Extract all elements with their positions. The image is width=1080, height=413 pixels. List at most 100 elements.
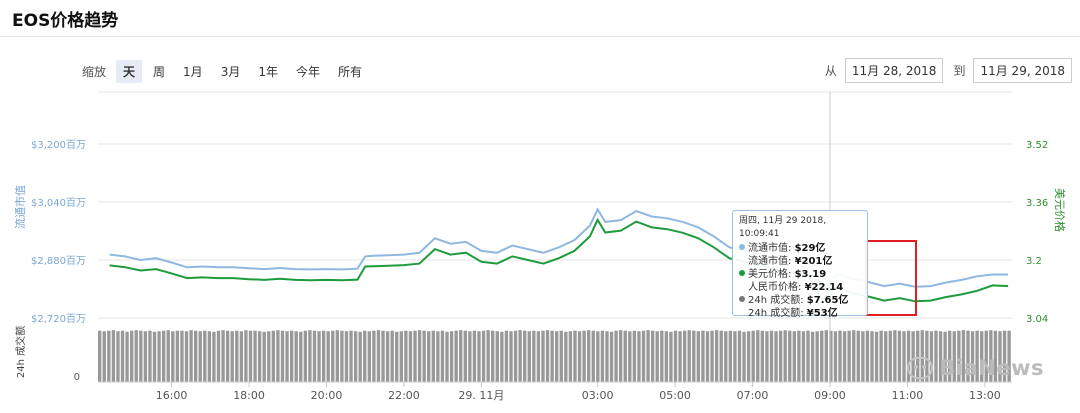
volume-bar	[335, 330, 340, 382]
volume-bar	[271, 330, 276, 382]
zoom-1month-button[interactable]: 1月	[183, 65, 203, 79]
y-left-tick-label: $2,880百万	[31, 255, 86, 267]
tooltip-row: 流通市值: $29亿	[739, 242, 861, 255]
volume-bar	[692, 330, 696, 382]
to-date-input[interactable]: 11月 29, 2018	[973, 58, 1072, 83]
volume-bar	[235, 330, 239, 382]
volume-axis-title: 24h 成交额	[14, 326, 27, 378]
zoom-3month-button[interactable]: 3月	[220, 65, 241, 79]
volume-bar	[586, 330, 591, 382]
series-marker-icon	[739, 270, 745, 276]
volume-bar	[523, 330, 527, 382]
volume-bar	[536, 331, 541, 382]
zoom-ytd-button[interactable]: 今年	[295, 65, 320, 79]
tooltip-value: ¥53亿	[806, 308, 838, 319]
volume-bar	[166, 330, 170, 382]
volume-bar	[509, 331, 513, 382]
volume-bar	[650, 330, 655, 382]
volume-bar	[701, 330, 705, 382]
volume-bar	[285, 331, 289, 382]
volume-bar	[746, 331, 751, 382]
volume-bar	[143, 331, 148, 382]
volume-bar	[687, 330, 691, 382]
x-tick-label: 16:00	[156, 389, 188, 402]
watermark: BiaNews	[907, 356, 1044, 380]
volume-bar	[961, 330, 966, 382]
volume-bar	[600, 330, 605, 382]
volume-bar	[276, 330, 280, 382]
volume-bar	[139, 330, 143, 382]
volume-bar	[696, 331, 701, 382]
volume-bar	[431, 330, 435, 382]
volume-bar	[98, 330, 102, 382]
volume-bar	[925, 330, 929, 382]
volume-bar	[555, 331, 559, 382]
volume-bar	[815, 331, 819, 382]
volume-bar	[966, 330, 970, 382]
volume-bar	[312, 330, 317, 382]
volume-bar	[833, 331, 838, 382]
from-label: 从	[824, 64, 837, 78]
tooltip-label: 美元价格:	[748, 269, 795, 280]
volume-bar	[641, 330, 646, 382]
zoom-all-button[interactable]: 所有	[337, 65, 362, 79]
x-tick-label: 07:00	[737, 389, 769, 402]
y-right-tick-label: 3.52	[1026, 140, 1048, 151]
volume-bar	[751, 330, 755, 382]
volume-bar	[884, 331, 888, 382]
volume-bar	[719, 330, 723, 382]
volume-bar	[248, 330, 253, 382]
volume-bar	[984, 330, 988, 382]
volume-bar	[737, 330, 742, 382]
volume-bar	[952, 331, 956, 382]
volume-bar	[440, 330, 445, 382]
volume-bar	[879, 330, 883, 382]
volume-bar	[856, 330, 860, 382]
volume-bar	[212, 331, 216, 382]
volume-bar	[303, 330, 308, 382]
volume-bar	[527, 331, 531, 382]
volume-bar	[829, 330, 833, 382]
volume-bar	[404, 330, 408, 382]
y-left-tick-label: $3,040百万	[31, 197, 86, 209]
volume-bar	[171, 331, 175, 382]
zoom-day-button[interactable]: 天	[116, 60, 143, 83]
volume-bar	[609, 331, 614, 382]
volume-bar	[417, 330, 422, 382]
zoom-label: 缩放	[82, 65, 107, 79]
from-date-input[interactable]: 11月 28, 2018	[844, 58, 944, 83]
volume-bar	[518, 330, 522, 382]
volume-bar	[253, 330, 257, 382]
zoom-1year-button[interactable]: 1年	[258, 65, 278, 79]
volume-bar	[486, 330, 490, 382]
volume-bar	[1002, 330, 1007, 382]
y-right-tick-label: 3.04	[1026, 314, 1048, 325]
volume-bar	[203, 330, 207, 382]
volume-bar	[637, 331, 641, 382]
volume-bar	[618, 330, 623, 382]
volume-bar	[842, 331, 847, 382]
volume-bar	[897, 330, 902, 382]
tooltip-value: $7.65亿	[806, 295, 849, 306]
zoom-week-button[interactable]: 周	[153, 65, 166, 79]
volume-bar	[262, 331, 266, 382]
volume-bar	[920, 330, 924, 382]
volume-bar	[774, 331, 778, 382]
market-cap-line	[109, 207, 1009, 288]
volume-bar	[257, 331, 262, 382]
series-marker-icon	[739, 244, 745, 250]
zoom-selector: 缩放 天 周 1月 3月 1年 今年 所有	[82, 60, 373, 83]
volume-bar	[724, 331, 728, 382]
volume-bar	[678, 331, 682, 382]
volume-bar	[294, 331, 298, 382]
chart-tooltip: 周四, 11月 29 2018, 10:09:41 流通市值: $29亿 流通市值…	[732, 210, 868, 319]
volume-bar	[180, 330, 184, 382]
volume-bar	[372, 330, 376, 382]
volume-bar	[532, 330, 536, 382]
volume-bar	[152, 331, 157, 382]
volume-bar	[865, 330, 870, 382]
x-tick-label: 13:00	[969, 389, 1001, 402]
volume-bar	[198, 331, 202, 382]
volume-bar	[948, 330, 952, 382]
